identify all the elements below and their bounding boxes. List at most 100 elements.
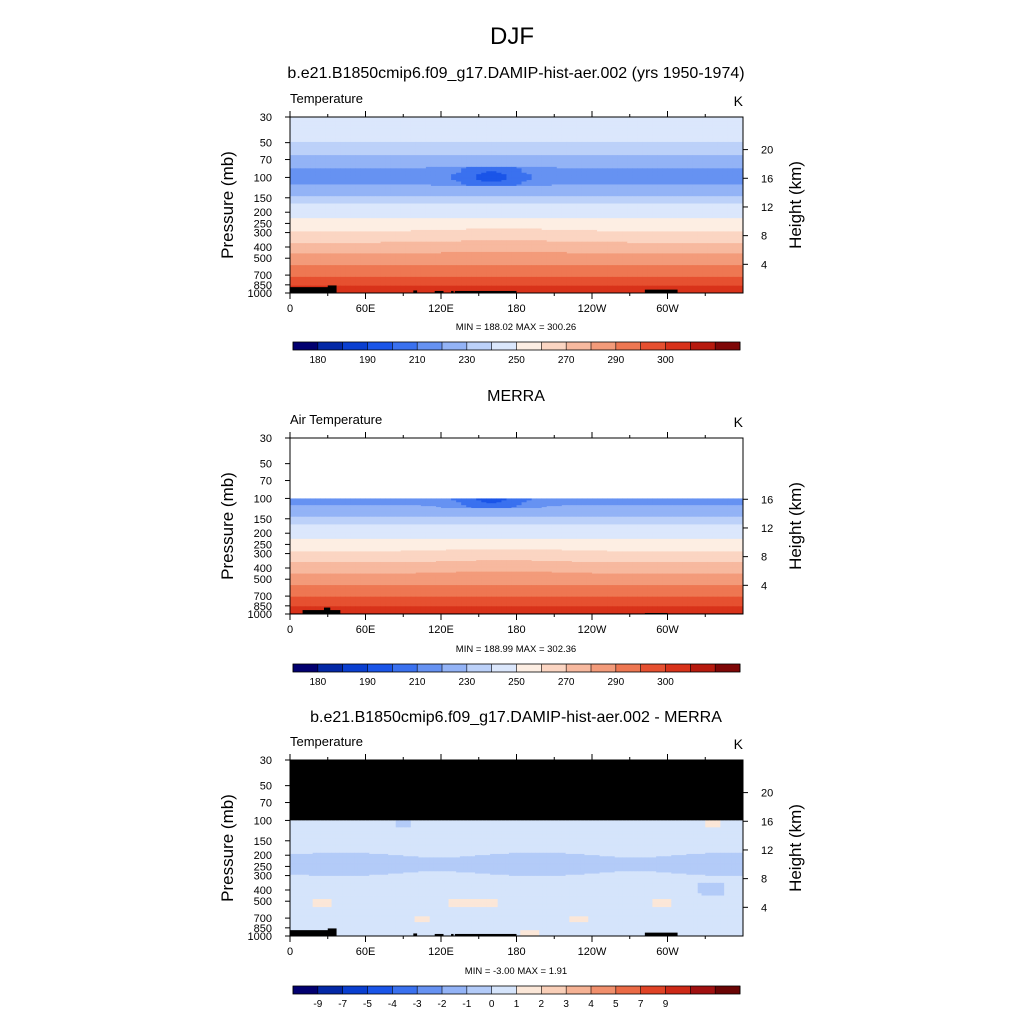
- y-tick-label: 1000: [248, 288, 272, 300]
- colorbar-label: 250: [508, 355, 525, 366]
- colorbar-box: [293, 986, 318, 994]
- colorbar-label: 180: [309, 355, 326, 366]
- y-tick-label: 400: [254, 563, 272, 575]
- y2-axis-title: Height (km): [786, 161, 805, 249]
- x-tick-label: 60E: [356, 946, 376, 958]
- colorbar-box: [641, 986, 666, 994]
- colorbar-label: 210: [409, 677, 426, 688]
- colorbar-label: -3: [413, 999, 422, 1010]
- colorbar-box: [492, 664, 517, 672]
- colorbar-box: [318, 986, 343, 994]
- y-tick-label: 1000: [248, 609, 272, 621]
- y-tick-label: 150: [254, 193, 272, 205]
- colorbar-label: 270: [558, 677, 575, 688]
- y2-tick-label: 8: [761, 874, 767, 886]
- colorbar-box: [666, 986, 691, 994]
- x-tick-label: 180: [507, 303, 525, 315]
- y-tick-label: 200: [254, 528, 272, 540]
- colorbar-box: [392, 986, 417, 994]
- colorbar-box: [517, 986, 542, 994]
- topography-mask: [303, 610, 341, 614]
- y2-tick-label: 4: [761, 902, 767, 914]
- y-tick-label: 50: [260, 459, 272, 471]
- y-tick-label: 100: [254, 493, 272, 505]
- y-axis-title: Pressure (mb): [218, 794, 237, 902]
- y-tick-label: 30: [260, 112, 272, 124]
- colorbar: 180 190 210 230 250 270 290 300: [293, 664, 740, 688]
- y-tick-label: 1000: [248, 931, 272, 943]
- y-axis-title: Pressure (mb): [218, 151, 237, 259]
- panel-difference: b.e21.B1850cmip6.f09_g17.DAMIP-hist-aer.…: [218, 709, 805, 1010]
- colorbar-box: [343, 664, 368, 672]
- colorbar-box: [715, 986, 740, 994]
- colorbar-label: 5: [613, 999, 619, 1010]
- colorbar-label: 290: [607, 677, 624, 688]
- colorbar-box: [566, 986, 591, 994]
- colorbar-box: [417, 986, 442, 994]
- colorbar-box: [666, 664, 691, 672]
- panel-merra: MERRA Air Temperature K 0 60E 120E 180 120W 6…: [218, 388, 805, 688]
- y2-tick-label: 16: [761, 816, 773, 828]
- variable-label: Temperature: [290, 734, 363, 749]
- y2-tick-label: 4: [761, 580, 767, 592]
- colorbar-box: [641, 664, 666, 672]
- topography-mask: [328, 928, 337, 936]
- colorbar-box: [343, 986, 368, 994]
- colorbar-box: [492, 986, 517, 994]
- figure-title: DJF: [490, 23, 534, 50]
- colorbar-box: [715, 342, 740, 350]
- colorbar-box: [666, 342, 691, 350]
- y-tick-label: 500: [254, 896, 272, 908]
- colorbar-box: [616, 664, 641, 672]
- x-tick-label: 0: [287, 303, 293, 315]
- colorbar-label: -1: [462, 999, 471, 1010]
- x-tick-label: 60E: [356, 624, 376, 636]
- colorbar-box: [517, 342, 542, 350]
- y-tick-label: 50: [260, 781, 272, 793]
- colorbar-label: 210: [409, 355, 426, 366]
- colorbar-label: 7: [638, 999, 644, 1010]
- y-tick-label: 70: [260, 155, 272, 167]
- colorbar-box: [368, 986, 393, 994]
- colorbar-label: 290: [607, 355, 624, 366]
- x-tick-label: 60W: [656, 946, 679, 958]
- panel-title: b.e21.B1850cmip6.f09_g17.DAMIP-hist-aer.…: [310, 709, 722, 726]
- y2-tick-label: 12: [761, 202, 773, 214]
- colorbar-box: [541, 986, 566, 994]
- colorbar-box: [417, 664, 442, 672]
- colorbar-label: -4: [388, 999, 397, 1010]
- colorbar-label: 300: [657, 355, 674, 366]
- y-tick-label: 400: [254, 242, 272, 254]
- stats-label: MIN = 188.02 MAX = 300.26: [456, 322, 576, 333]
- x-tick-label: 120W: [578, 946, 607, 958]
- colorbar-box: [690, 664, 715, 672]
- colorbar-label: 0: [489, 999, 495, 1010]
- difference-field: [290, 760, 743, 936]
- x-tick-label: 120W: [578, 303, 607, 315]
- panel-title: b.e21.B1850cmip6.f09_g17.DAMIP-hist-aer.…: [287, 65, 744, 82]
- y2-axis-title: Height (km): [786, 804, 805, 892]
- y2-tick-label: 16: [761, 494, 773, 506]
- colorbar-box: [368, 664, 393, 672]
- colorbar-label: 4: [588, 999, 594, 1010]
- stats-label: MIN = 188.99 MAX = 302.36: [456, 644, 576, 655]
- x-tick-label: 120W: [578, 624, 607, 636]
- colorbar-box: [442, 986, 467, 994]
- x-tick-label: 0: [287, 946, 293, 958]
- y-tick-label: 70: [260, 476, 272, 488]
- colorbar-label: -5: [363, 999, 372, 1010]
- colorbar-label: 300: [657, 677, 674, 688]
- y-tick-label: 500: [254, 574, 272, 586]
- y-tick-label: 150: [254, 836, 272, 848]
- y2-tick-label: 16: [761, 173, 773, 185]
- colorbar-box: [392, 342, 417, 350]
- y-tick-label: 500: [254, 253, 272, 265]
- colorbar-box: [715, 664, 740, 672]
- y-tick-label: 200: [254, 207, 272, 219]
- colorbar: -9 -7 -5 -4 -3 -2 -1 0 1 2 3 4 5 7 9: [293, 986, 740, 1010]
- temperature-field: [290, 117, 743, 293]
- y-tick-label: 400: [254, 885, 272, 897]
- topography-mask: [324, 608, 330, 614]
- stats-label: MIN = -3.00 MAX = 1.91: [465, 966, 567, 977]
- topography-mask: [645, 933, 678, 936]
